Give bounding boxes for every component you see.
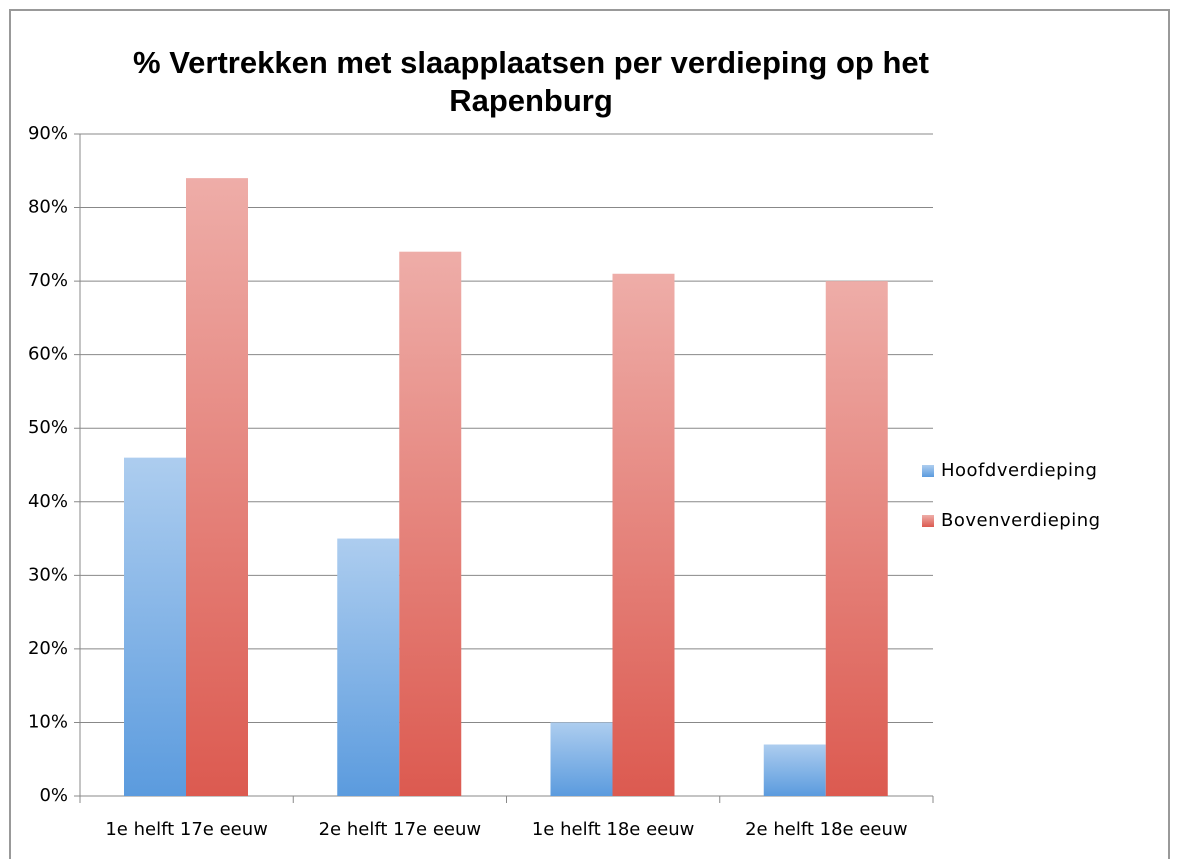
- y-tick-label: 80%: [28, 197, 68, 218]
- legend-swatch: [922, 465, 934, 477]
- bar: [186, 178, 248, 797]
- y-tick-label: 30%: [28, 564, 68, 585]
- bar: [399, 251, 462, 796]
- y-tick-label: 10%: [28, 711, 68, 732]
- x-tick-label: 2e helft 18e eeuw: [745, 819, 908, 840]
- legend-label: Hoofdverdieping: [941, 460, 1097, 481]
- bar: [763, 744, 826, 796]
- bar: [612, 273, 675, 796]
- x-tick-label: 1e helft 18e eeuw: [532, 819, 695, 840]
- bar: [825, 281, 888, 797]
- bar: [550, 722, 613, 796]
- chart-title: % Vertrekken met slaapplaatsen per verdi…: [133, 45, 929, 118]
- y-tick-label: 60%: [28, 344, 68, 365]
- legend-label: Bovenverdieping: [941, 510, 1101, 531]
- bar: [124, 457, 186, 796]
- legend-swatch: [922, 515, 934, 527]
- frame: [9, 9, 1170, 859]
- y-tick-label: 50%: [28, 417, 68, 438]
- bar: [337, 538, 400, 796]
- x-tick-label: 1e helft 17e eeuw: [105, 819, 268, 840]
- y-tick-label: 20%: [28, 638, 68, 659]
- y-tick-label: 90%: [28, 123, 68, 144]
- y-tick-label: 70%: [28, 270, 68, 291]
- x-tick-label: 2e helft 17e eeuw: [319, 819, 482, 840]
- y-tick-label: 0%: [39, 785, 68, 806]
- y-tick-label: 40%: [28, 491, 68, 512]
